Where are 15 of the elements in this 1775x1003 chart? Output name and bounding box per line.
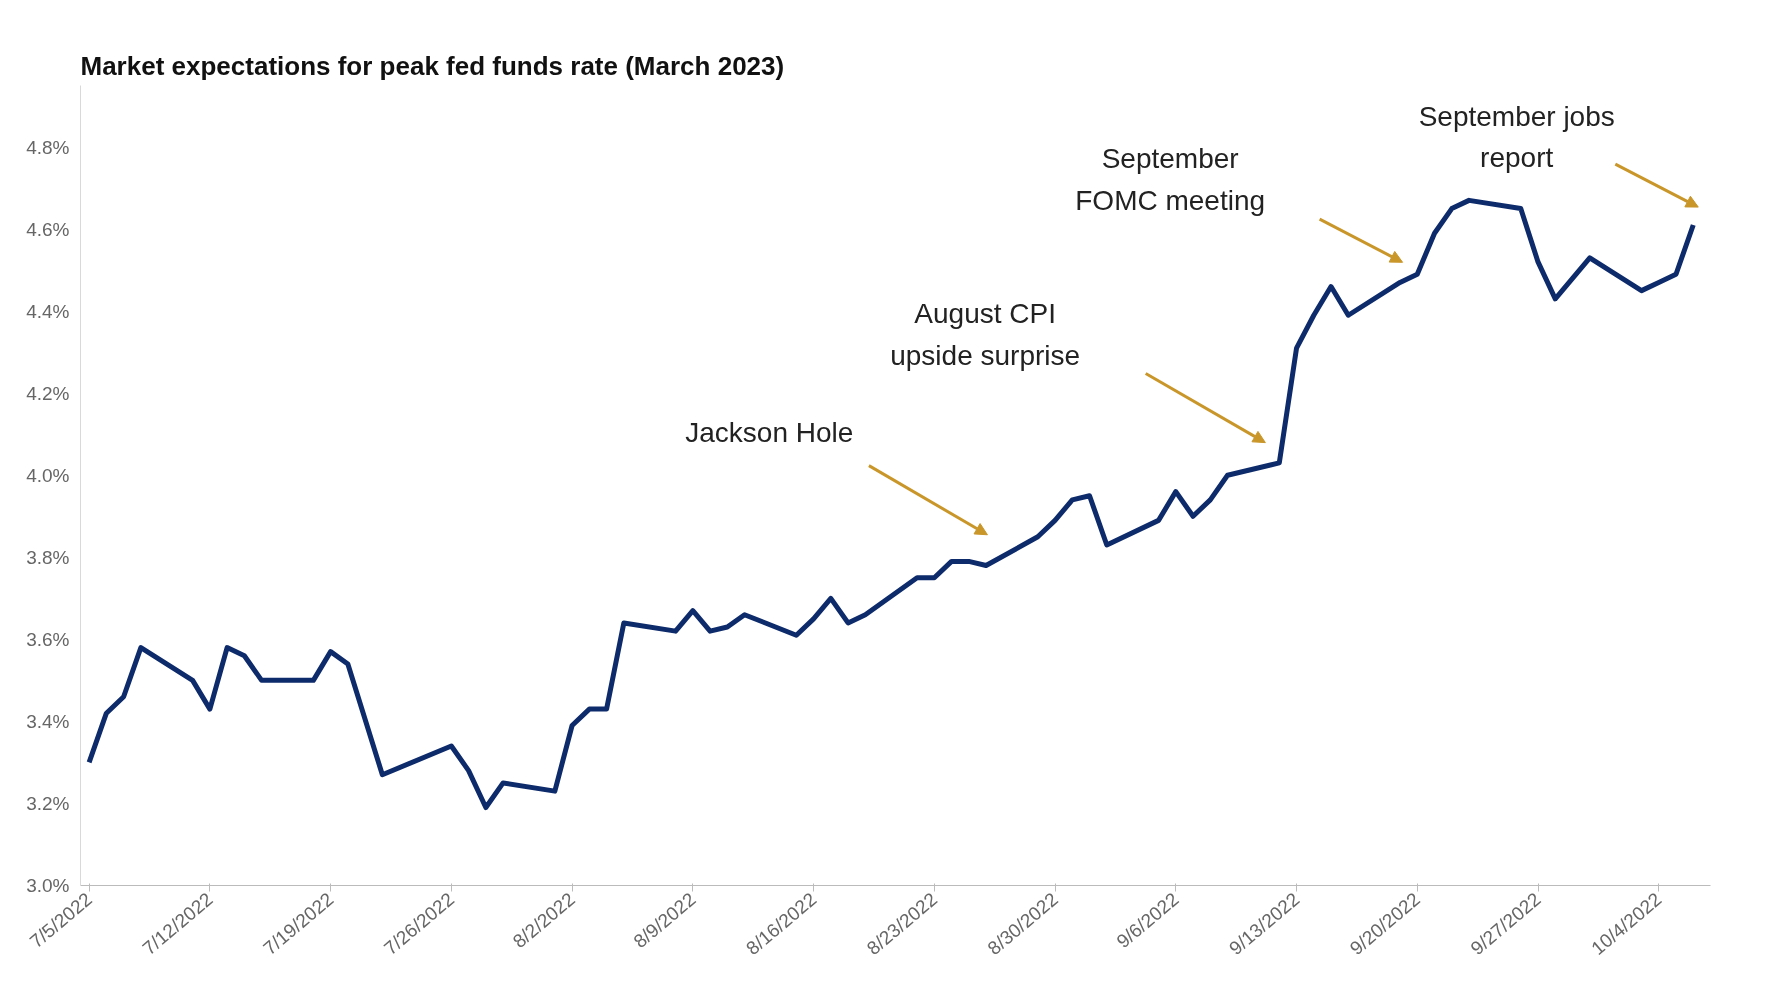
- y-tick-label: 3.8%: [26, 546, 70, 568]
- annotation: August CPI upside surprise: [890, 297, 1081, 371]
- annotation: Jackson Hole: [685, 417, 854, 449]
- y-tick-label: 4.8%: [26, 136, 70, 158]
- y-tick-label: 3.4%: [26, 710, 70, 732]
- chart-title: Market expectations for peak fed funds rate (March 2023): [80, 50, 785, 81]
- y-tick-label: 4.6%: [26, 218, 70, 240]
- y-tick-label: 4.2%: [26, 382, 70, 404]
- y-tick-label: 4.0%: [26, 464, 70, 486]
- y-tick-label: 3.6%: [26, 628, 70, 650]
- y-tick-label: 4.4%: [26, 300, 70, 322]
- annotation: September FOMC meeting: [1075, 142, 1266, 216]
- annotation: September jobs report: [1418, 100, 1615, 174]
- y-tick-label: 3.0%: [26, 875, 70, 896]
- y-tick-label: 3.2%: [26, 792, 70, 814]
